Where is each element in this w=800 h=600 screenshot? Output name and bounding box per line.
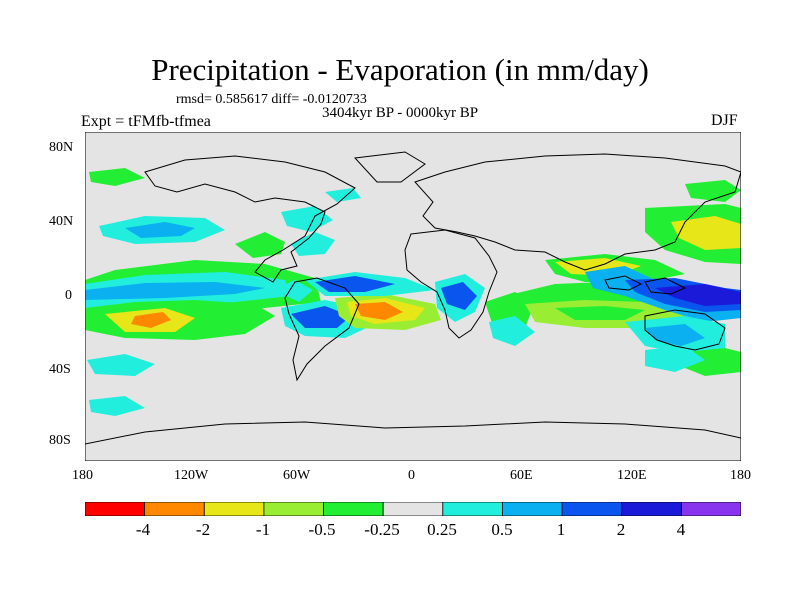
colorbar-box [561,502,623,516]
lon-tick-0: 0 [408,468,415,483]
colorbar-label: -1 [255,520,271,539]
colorbar-box [382,502,444,516]
colorbar-box [621,502,682,516]
colorbar-label: -4 [135,520,151,539]
lon-tick-60w: 60W [283,468,311,483]
period-label: 3404kyr BP - 0000kyr BP [322,105,479,121]
lat-tick-40n: 40N [49,214,74,229]
colorbar-box [502,502,563,516]
lon-tick-180e: 180 [730,468,751,483]
colorbar-label: 2 [616,520,626,539]
lon-tick-60e: 60E [510,468,533,483]
experiment-label: Expt = tFMfb-tfmea [81,113,211,130]
coastlines [85,151,741,445]
lat-tick-0: 0 [65,288,72,303]
colorbar-label: -2 [195,520,211,539]
colorbar-box [263,502,324,516]
lon-tick-120w: 120W [174,468,209,483]
colorbar-box [680,502,741,516]
map-plot [85,132,741,461]
colorbar-label: -0.25 [364,520,400,539]
season-label: DJF [711,112,738,129]
colorbar-label: 0.25 [427,520,457,539]
anomaly-fields [85,168,741,416]
lon-tick-180w: 180 [72,468,93,483]
colorbar-box [323,502,384,516]
lat-tick-80s: 80S [49,433,71,448]
colorbar-label: -0.5 [308,520,336,539]
colorbar-label: 1 [556,520,566,539]
lat-tick-80n: 80N [49,140,74,155]
colorbar-box [203,502,265,516]
lon-tick-120e: 120E [617,468,647,483]
colorbar [85,502,741,516]
colorbar-box [442,502,503,516]
colorbar-label: 4 [676,520,686,539]
stats-label: rmsd= 0.585617 diff= -0.0120733 [176,92,367,107]
colorbar-box [144,502,205,516]
colorbar-label: 0.5 [491,520,513,539]
lat-tick-40s: 40S [49,362,71,377]
figure-title: Precipitation - Evaporation (in mm/day) [151,52,649,87]
colorbar-box [85,502,146,516]
